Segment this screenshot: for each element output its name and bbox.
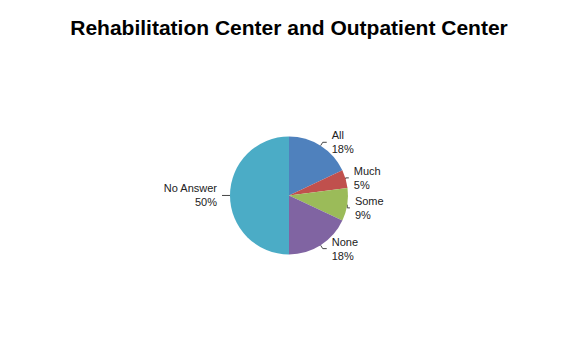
svg-text:Some: Some [355,195,384,207]
svg-text:18%: 18% [332,143,354,155]
svg-text:9%: 9% [355,209,371,221]
svg-text:18%: 18% [332,250,354,262]
svg-text:Much: Much [354,165,381,177]
svg-text:All: All [332,129,344,141]
svg-text:50%: 50% [195,196,217,208]
svg-text:Rehabilitation Center and Outp: Rehabilitation Center and Outpatient Cen… [70,16,508,39]
svg-text:None: None [332,236,358,248]
svg-text:No Answer: No Answer [164,182,218,194]
svg-text:5%: 5% [354,179,370,191]
